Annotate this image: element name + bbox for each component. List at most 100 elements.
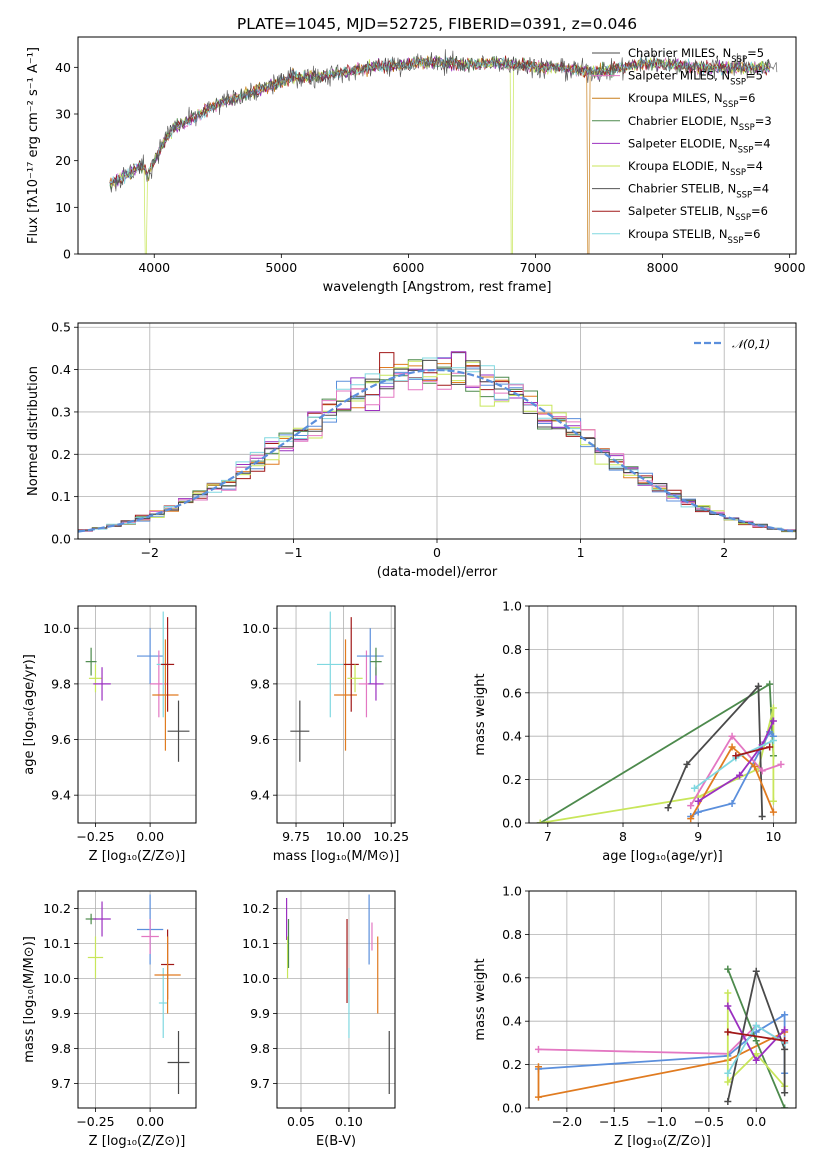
x-tick-label: 10.25 [373, 829, 409, 844]
weight-marker [736, 771, 744, 779]
weight-marker [752, 1050, 760, 1058]
y-tick-label: 10.0 [43, 621, 71, 636]
axes-frame [77, 890, 197, 1109]
y-tick-label: 10 [55, 200, 71, 215]
legend-value: =6 [743, 227, 760, 241]
legend-entry: Salpeter STELIB, NSSP=6 [628, 204, 768, 223]
weight-series-line [727, 1031, 785, 1042]
weight-marker [781, 1011, 789, 1019]
legend-entry: Chabrier MILES, NSSP=5 [628, 46, 764, 65]
axes-spectrum: 4000 5000 6000 7000 8000 9000 0 10 20 30 40 wavelen… [26, 36, 806, 295]
weight-marker [769, 704, 777, 712]
weight-marker [728, 732, 736, 740]
weight-marker [694, 797, 702, 805]
axes-frame [276, 605, 396, 824]
axes-frame [528, 890, 797, 1109]
x-tick-label: −2 [141, 545, 159, 560]
histogram-series [78, 359, 796, 532]
axes-mass-vs-EBV: 0.05 0.10 9.7 9.8 9.9 10.0 10.1 10.2 E(B-V) [242, 890, 396, 1149]
legend-label: Chabrier ELODIE, N [628, 114, 739, 128]
grid-age-vs-mass [277, 606, 395, 823]
histogram-series [78, 372, 796, 532]
axes-residuals: −2 −1 0 1 2 0.0 0.1 0.2 0.3 0.4 0.5 (data-model)/er… [26, 320, 797, 580]
x-tick-label: 0.00 [136, 1114, 164, 1129]
x-tick-label: 4000 [138, 260, 170, 275]
x-tick-label: 0.05 [287, 1114, 315, 1129]
legend-label: Chabrier MILES, N [628, 46, 731, 60]
weight-series-line [689, 745, 775, 820]
x-tick-label: 5000 [265, 260, 297, 275]
y-tick-label: 0 [63, 247, 71, 262]
y-tick-label: 30 [55, 107, 71, 122]
x-tick-label: 7000 [520, 260, 552, 275]
y-tick-label: 9.8 [51, 676, 71, 691]
legend-value: =5 [746, 69, 763, 83]
y-tick-label: 20 [55, 153, 71, 168]
weight-marker [724, 989, 732, 997]
y-tick-label: 10.1 [43, 936, 71, 951]
weight-marker [536, 819, 544, 823]
weight-marker [687, 802, 695, 810]
weight-marker [732, 752, 740, 760]
weight-marker [781, 1104, 789, 1108]
y-axis-label: Normed distribution [26, 366, 41, 496]
x-tick-label: −0.25 [76, 1114, 114, 1129]
legend-label: Kroupa STELIB, N [628, 227, 728, 241]
y-tick-label: 9.8 [51, 1041, 71, 1056]
weight-marker [728, 799, 736, 807]
x-tick-label: 8000 [647, 260, 679, 275]
legend-entry: Kroupa ELODIE, NSSP=4 [628, 159, 763, 178]
weight-marker [769, 717, 777, 725]
weight-series-line [735, 746, 770, 757]
plot-area-mass-vs-EBV [285, 894, 390, 1094]
legend-value: =4 [754, 136, 771, 150]
weight-marker [752, 1037, 760, 1045]
legend-value: =3 [755, 114, 772, 128]
x-tick-label: 0 [433, 545, 441, 560]
weight-marker [534, 1093, 542, 1101]
spectrum-series-line [109, 49, 778, 193]
axes-weight-vs-age: 7 8 9 10 0.0 0.2 0.4 0.6 0.8 1.0 age [log₁₀(age/yr… [473, 599, 797, 864]
y-tick-label: 1.0 [502, 884, 522, 899]
y-tick-label: 9.8 [250, 1041, 270, 1056]
histogram-series [78, 360, 796, 532]
x-tick-label: 9 [694, 829, 702, 844]
plot-area-mass-vs-Z [85, 894, 190, 1094]
plot-area-weight-vs-Z [534, 965, 789, 1108]
legend-sub: SSP [738, 145, 754, 155]
weight-series-line [537, 1031, 786, 1099]
weight-marker [758, 812, 766, 820]
axes-mass-vs-Z: −0.25 0.00 9.7 9.8 9.9 10.0 10.1 10.2 Z [log₁₀(Z… [22, 890, 197, 1149]
y-tick-label: 0.2 [502, 1057, 522, 1072]
error-bar-point [87, 936, 104, 979]
legend-entry: Kroupa MILES, NSSP=6 [628, 91, 755, 110]
x-axis-label: wavelength [Angstrom, rest frame] [323, 280, 552, 295]
plot-area-weight-vs-age [536, 680, 785, 823]
y-tick-label: 40 [55, 60, 71, 75]
y-tick-label: 0.6 [502, 685, 522, 700]
plot-area-residuals [78, 351, 796, 533]
legend-sub: SSP [728, 236, 744, 246]
y-tick-label: 9.7 [250, 1076, 270, 1091]
legend-value: =4 [752, 182, 769, 196]
weight-marker [754, 682, 762, 690]
x-tick-label: −0.25 [76, 829, 114, 844]
error-bar-point [150, 650, 168, 718]
x-tick-label: −0.5 [694, 1114, 724, 1129]
weight-series-line [726, 968, 786, 1102]
y-axis-label: mass weight [473, 958, 488, 1040]
error-bar-point [167, 1031, 190, 1094]
weight-marker [724, 1078, 732, 1086]
x-tick-label: 10 [765, 829, 781, 844]
legend-sub: SSP [723, 100, 739, 110]
legend-sub: SSP [730, 78, 746, 88]
legend-label: Salpeter ELODIE, N [628, 136, 738, 150]
weight-marker [781, 1037, 789, 1045]
weight-marker [752, 967, 760, 975]
grid-weight-vs-Z [529, 890, 796, 1109]
weight-marker [724, 1028, 732, 1036]
weight-marker [781, 1045, 789, 1053]
x-tick-label: 7 [544, 829, 552, 844]
legend-entry: Salpeter ELODIE, NSSP=4 [628, 136, 771, 155]
y-tick-label: 0.2 [502, 772, 522, 787]
